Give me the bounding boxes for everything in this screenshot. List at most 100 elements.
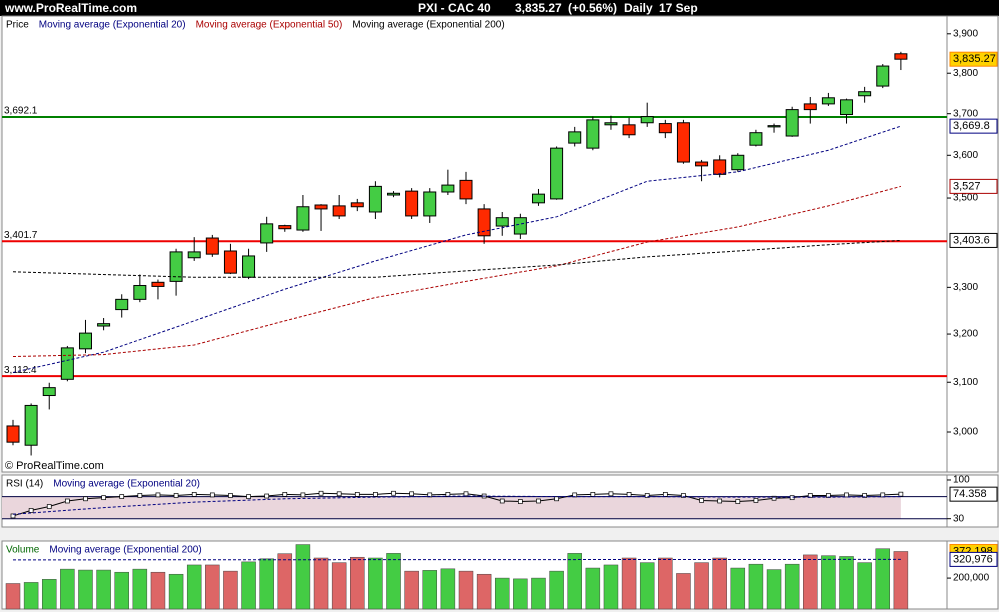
last-value-box bbox=[949, 232, 998, 248]
candle-body bbox=[513, 217, 527, 235]
candle-body bbox=[785, 109, 799, 137]
volume-bar bbox=[404, 570, 419, 610]
candle-body bbox=[604, 122, 618, 126]
volume-bar bbox=[186, 564, 202, 610]
candle-body bbox=[658, 123, 672, 134]
volume-bar bbox=[567, 553, 582, 610]
ma-line bbox=[12, 125, 902, 373]
candle-body bbox=[205, 237, 219, 255]
candle-body bbox=[350, 202, 364, 208]
rsi-point bbox=[119, 494, 125, 499]
rsi-point bbox=[862, 493, 867, 498]
rsi-point bbox=[28, 508, 34, 513]
rsi-point bbox=[608, 491, 614, 497]
volume-bar bbox=[350, 556, 365, 610]
volume-bar bbox=[712, 557, 727, 610]
volume-bar bbox=[803, 554, 818, 610]
candle-body bbox=[531, 193, 545, 204]
last-value-label: 3,403.6 bbox=[953, 234, 990, 246]
volume-bar bbox=[621, 557, 637, 610]
volume-bar bbox=[313, 557, 329, 610]
rsi-point bbox=[644, 493, 650, 498]
legend-entry: Moving average (Exponential 50) bbox=[196, 20, 343, 31]
rsi-point bbox=[518, 499, 523, 504]
rsi-point bbox=[554, 496, 559, 502]
candle-body bbox=[495, 217, 509, 227]
candle-body bbox=[423, 191, 437, 217]
rsi-point bbox=[300, 492, 306, 498]
candle-body bbox=[97, 323, 111, 327]
volume-bar bbox=[41, 579, 57, 610]
rsi-point bbox=[391, 490, 396, 496]
rsi-point bbox=[662, 492, 668, 497]
candle-body bbox=[477, 208, 491, 237]
volume-bar bbox=[241, 561, 256, 610]
rsi-point bbox=[844, 492, 849, 498]
last-value-box bbox=[949, 178, 998, 194]
volume-bar bbox=[893, 551, 909, 610]
last-value-label: 3,527 bbox=[953, 180, 981, 192]
volume-bar bbox=[585, 567, 601, 610]
rsi-point bbox=[246, 494, 251, 499]
rsi-point bbox=[336, 491, 342, 497]
last-value-box bbox=[949, 486, 998, 502]
top-bar bbox=[0, 0, 999, 16]
volume-bar bbox=[277, 553, 293, 610]
rsi-point bbox=[264, 493, 270, 499]
volume-bar bbox=[78, 569, 93, 610]
watermark: © ProRealTime.com bbox=[5, 460, 104, 472]
volume-bar bbox=[150, 571, 166, 610]
last-value-box bbox=[949, 118, 998, 134]
y-tick-label: 30 bbox=[953, 513, 965, 524]
rsi-point bbox=[409, 491, 414, 497]
last-value-label: 74.358 bbox=[953, 488, 987, 500]
candle-body bbox=[242, 255, 256, 278]
candle-body bbox=[260, 223, 274, 244]
rsi-band bbox=[2, 496, 901, 519]
volume-bar bbox=[96, 569, 111, 610]
rsi-point bbox=[771, 495, 777, 501]
last-price: 3,835.27 bbox=[515, 1, 562, 15]
candle-body bbox=[568, 131, 582, 144]
volume-bar bbox=[368, 557, 383, 610]
legend-entry: Moving average (Exponential 200) bbox=[49, 545, 201, 556]
rsi-point bbox=[228, 493, 233, 498]
last-value-box bbox=[949, 51, 998, 67]
rsi-point bbox=[681, 493, 686, 498]
candle-body bbox=[676, 122, 690, 163]
volume-bar bbox=[476, 573, 492, 610]
rsi-point bbox=[155, 492, 161, 498]
panel bbox=[1, 15, 948, 473]
rsi-point bbox=[209, 492, 215, 498]
rsi-point bbox=[626, 492, 632, 497]
volume-bar bbox=[658, 557, 673, 610]
candle-body bbox=[296, 206, 310, 231]
candle-body bbox=[278, 225, 292, 230]
volume-bar bbox=[857, 562, 872, 610]
volume-bar bbox=[639, 562, 655, 610]
y-tick-label: 3,900 bbox=[953, 28, 978, 39]
volume-bar bbox=[875, 548, 891, 610]
rsi-point bbox=[735, 499, 741, 504]
volume-bar bbox=[205, 564, 220, 610]
last-value-box bbox=[949, 551, 998, 567]
rsi-point bbox=[173, 493, 179, 498]
rsi-point bbox=[789, 495, 795, 501]
volume-bar bbox=[5, 583, 21, 610]
last-value-label: 3,669.8 bbox=[953, 120, 990, 132]
volume-bar bbox=[839, 556, 854, 610]
volume-bar bbox=[730, 567, 746, 610]
volume-bar bbox=[549, 570, 564, 610]
rsi-point bbox=[373, 492, 378, 497]
candle-body bbox=[640, 116, 654, 124]
volume-bar bbox=[60, 568, 75, 610]
candle-body bbox=[767, 125, 781, 128]
candle-body bbox=[115, 298, 129, 311]
rsi-point bbox=[590, 492, 596, 497]
volume-bar bbox=[676, 573, 691, 610]
volume-bar bbox=[132, 568, 148, 610]
y-tick-label: 3,200 bbox=[953, 329, 978, 340]
rsi-point bbox=[46, 504, 52, 509]
candle-body bbox=[840, 99, 854, 116]
